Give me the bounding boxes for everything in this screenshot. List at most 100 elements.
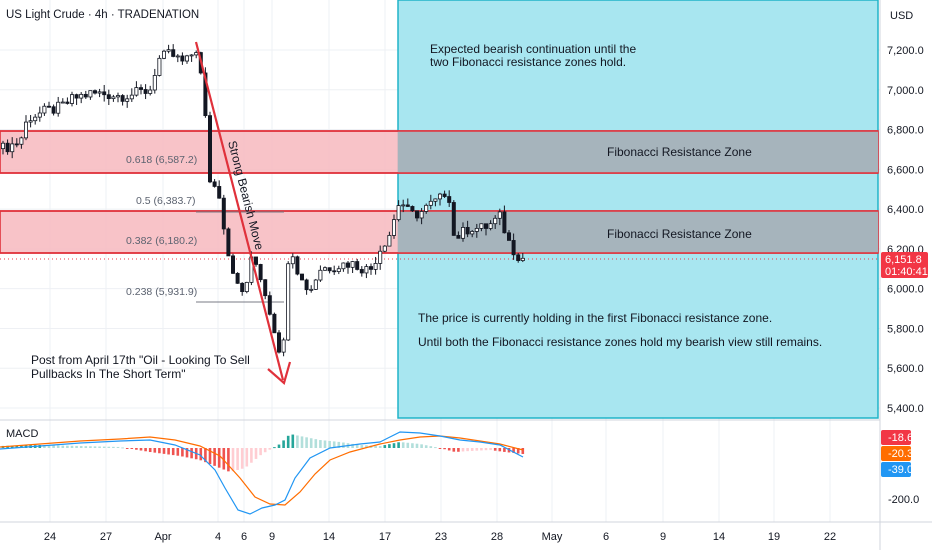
macd-histogram-bar	[273, 447, 276, 449]
price-tick-label: 7,000.0	[887, 85, 924, 97]
macd-line	[0, 431, 524, 515]
countdown-value: 01:40:41	[885, 266, 928, 278]
candle-body	[244, 281, 249, 293]
bearish-arrow-shaft[interactable]	[194, 41, 285, 381]
x-tick-label: 27	[100, 531, 112, 543]
macd-histogram-bar	[93, 446, 97, 448]
fib-label-0.238: 0.238 (5,931.9)	[126, 286, 197, 298]
macd-histogram-bar	[484, 448, 488, 451]
candle-body	[272, 313, 277, 334]
candle-body	[382, 245, 387, 252]
macd-histogram-bar	[277, 444, 281, 448]
macd-histogram-bar	[245, 448, 249, 467]
macd-histogram-bar	[204, 448, 207, 463]
macd-histogram-bar	[512, 448, 515, 453]
macd-histogram-bar	[521, 448, 525, 454]
macd-histogram-bar	[222, 448, 226, 470]
macd-value: -18.6	[888, 432, 913, 444]
candle-body	[56, 101, 61, 114]
candle-body	[33, 116, 38, 122]
candle-body	[442, 193, 447, 197]
candle-body	[520, 257, 525, 261]
candle-body	[19, 137, 24, 145]
macd-histogram-bar	[296, 435, 299, 448]
currency-label[interactable]: USD	[890, 10, 913, 22]
candle-body	[97, 91, 102, 94]
macd-histogram-bar	[259, 448, 262, 456]
hist-value-tag	[881, 462, 911, 477]
fib-label-0.382: 0.382 (6,180.2)	[126, 235, 197, 247]
candle-body	[506, 232, 511, 241]
symbol-title[interactable]: US Light Crude · 4h · TRADENATION	[6, 9, 199, 21]
candle-body	[161, 50, 166, 59]
x-tick-label: 6	[241, 531, 247, 543]
candle-body	[221, 197, 226, 230]
macd-histogram-bar	[158, 448, 161, 454]
x-tick-label: 23	[435, 531, 447, 543]
candle-body	[116, 95, 121, 98]
candle-body	[189, 54, 194, 57]
candle-body	[401, 204, 406, 207]
candle-body	[295, 256, 300, 275]
candle-body	[405, 204, 410, 207]
forecast-box[interactable]	[397, 0, 879, 419]
macd-histogram-bar	[171, 448, 175, 456]
macd-histogram-bar	[424, 445, 428, 448]
candle-body	[51, 106, 56, 114]
post-text-2: Pullbacks In The Short Term"	[31, 367, 186, 381]
zone-overlap-upper	[398, 131, 878, 173]
macd-histogram-bar	[144, 448, 147, 452]
macd-histogram-bar	[254, 448, 258, 459]
candle-body	[350, 261, 355, 268]
macd-histogram-bar	[199, 448, 203, 461]
candle-body	[47, 105, 52, 108]
macd-histogram-bar	[240, 448, 244, 469]
macd-histogram-bar	[263, 448, 267, 453]
candle-body	[336, 268, 341, 272]
macd-histogram-bar	[342, 442, 345, 448]
macd-histogram-bar	[498, 448, 502, 452]
macd-histogram-bar	[176, 448, 180, 456]
candle-body	[502, 211, 507, 234]
candle-body	[148, 89, 153, 94]
candle-body	[451, 202, 456, 236]
x-tick-label: 6	[603, 531, 609, 543]
macd-histogram-bar	[388, 444, 391, 448]
macd-histogram-bar	[75, 445, 78, 448]
candle-body	[428, 200, 433, 206]
candle-body	[111, 96, 116, 100]
macd-histogram-bar	[10, 445, 14, 448]
candle-body	[456, 235, 461, 239]
candle-body	[414, 210, 419, 219]
candle-body	[79, 93, 84, 99]
macd-histogram-bar	[190, 448, 193, 459]
macd-histogram-bar	[355, 444, 359, 448]
macd-histogram-bar	[406, 442, 410, 448]
price-tick-label: 5,600.0	[887, 363, 924, 375]
macd-label[interactable]: MACD	[6, 428, 38, 440]
macd-histogram-bar	[213, 448, 216, 466]
x-tick-label: 4	[215, 531, 221, 543]
macd-histogram-bar	[250, 448, 253, 463]
macd-histogram-bar	[401, 442, 405, 448]
candle-body	[313, 279, 318, 290]
candle-body	[391, 219, 396, 236]
x-axis-labels: 24 27 Apr 4 6 9 14 17 23 28 May 6 9 14 19 22	[44, 531, 836, 543]
macd-histogram-bar	[337, 441, 341, 448]
candle-body	[332, 270, 337, 273]
macd-histogram-bar	[383, 445, 387, 448]
candle-body	[447, 196, 452, 203]
macd-histogram-bar	[66, 445, 69, 448]
candle-body	[194, 52, 199, 56]
candle-body	[42, 105, 47, 114]
current-price-tag	[881, 252, 928, 278]
candle-body	[184, 55, 189, 62]
x-tick-label: 14	[323, 531, 335, 543]
macd-histogram-bar	[185, 448, 189, 458]
macd-histogram-bar	[116, 446, 120, 448]
candle-body	[368, 266, 373, 270]
macd-histogram-bar	[323, 440, 327, 448]
candle-body	[359, 269, 364, 274]
candle-body	[373, 263, 378, 270]
